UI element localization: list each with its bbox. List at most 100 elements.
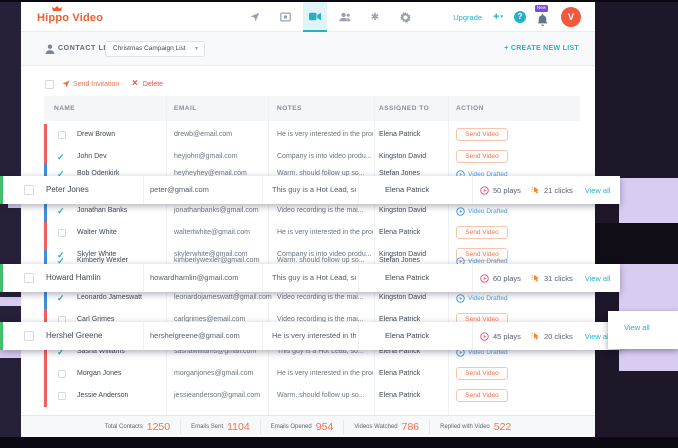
cursor-click-icon <box>531 274 540 283</box>
integrations-icon[interactable]: ✱ <box>370 11 380 23</box>
row-accent-strip <box>44 341 47 363</box>
send-video-button[interactable]: Send Video <box>456 367 508 380</box>
assigned-to: Elena Patrick <box>379 348 421 355</box>
row-checkbox[interactable] <box>58 370 66 378</box>
add-new-button[interactable]: + <box>493 12 503 23</box>
row-checkbox[interactable] <box>58 131 66 139</box>
row-checkbox[interactable] <box>24 273 34 283</box>
contact-name: Morgan Jones <box>77 370 122 377</box>
contact-email: heyjohn@gmail.com <box>174 153 238 160</box>
delete-button[interactable]: Delete <box>132 76 163 92</box>
column-header-name: NAME <box>54 105 76 112</box>
view-all-popout: View all <box>608 311 678 349</box>
contact-email: heyheyhey@email.com <box>174 170 247 177</box>
view-all-link[interactable]: View all <box>584 185 611 195</box>
table-row: Drew Brown drewb@email.com He is very inte… <box>44 124 580 146</box>
column-header-action: ACTION <box>456 105 484 112</box>
assigned-to: Stefan Jones <box>379 257 420 264</box>
column-divider <box>143 264 144 292</box>
row-accent-strip <box>44 163 47 185</box>
row-accent-strip <box>0 264 3 292</box>
row-checkbox[interactable] <box>58 229 66 237</box>
contact-notes: This guy is a Hot Lead, so... <box>272 273 356 282</box>
row-stats: 45 plays 20 clicks View all <box>474 322 620 350</box>
contact-notes: He is very interested in the prod... <box>272 331 356 340</box>
assigned-to: Elena Patrick <box>385 331 430 340</box>
assigned-to: Kingston David <box>379 153 427 160</box>
contact-name: Jonathan Banks <box>77 207 128 214</box>
send-video-button[interactable]: Send Video <box>456 128 508 141</box>
view-all-link[interactable]: View all <box>584 331 611 341</box>
paper-plane-icon <box>62 80 70 88</box>
contact-notes: Warm..should follow up so... <box>277 392 365 399</box>
video-drafted-status[interactable]: Video Drafted <box>456 200 508 222</box>
plays-count: 45 plays <box>493 331 521 341</box>
logo-crown-icon <box>52 6 62 11</box>
select-all-checkbox[interactable] <box>45 80 54 89</box>
contact-name: Leonardo Jameswatt <box>77 294 142 301</box>
send-video-button[interactable]: Send Video <box>456 389 508 402</box>
contact-notes: Warm. should follow up so... <box>277 170 365 177</box>
summary-stats-bar: Total Contacts 1250 Emails Sent 1104 Emails … <box>21 415 595 437</box>
row-checkbox[interactable] <box>24 185 34 195</box>
campaign-list-dropdown[interactable]: Christmas Campaign List <box>105 41 205 57</box>
column-header-notes: NOTES <box>277 105 302 112</box>
help-icon[interactable]: ? <box>514 11 526 23</box>
column-divider <box>268 96 269 415</box>
contact-notes: This guy is a Hot Lead, so... <box>277 348 364 355</box>
contact-email: peter@gmail.com <box>150 185 209 194</box>
highlight-patch <box>619 349 678 371</box>
row-checkbox[interactable] <box>58 392 66 400</box>
row-accent-strip <box>44 222 47 244</box>
column-divider <box>472 264 473 292</box>
send-video-button[interactable]: Send Video <box>456 150 508 163</box>
table-header-row: NAME EMAIL NOTES ASSIGNED TO ACTION <box>44 96 580 121</box>
contact-name: Howard Hamlin <box>46 273 101 282</box>
row-checkbox[interactable] <box>24 331 34 341</box>
contacts-icon[interactable] <box>333 2 357 32</box>
column-divider <box>448 96 449 415</box>
send-invitation-button[interactable]: Send Invitation <box>62 76 119 92</box>
video-drafted-status[interactable]: Video Drafted <box>456 287 508 309</box>
new-badge: New <box>535 5 549 12</box>
send-video-button[interactable]: Send Video <box>456 226 508 239</box>
contact-email: leonardojameswatt@gmail.com <box>174 294 272 301</box>
contact-notes: Video recording is the mai... <box>277 316 364 323</box>
contact-name: Drew Brown <box>77 131 116 138</box>
column-divider <box>358 176 359 204</box>
contact-list-label: CONTACT LIST <box>58 45 117 52</box>
magnified-table-row: Howard Hamlin howardhamlin@gmail.com This … <box>0 264 620 292</box>
assigned-to: Elena Patrick <box>379 392 421 399</box>
send-video-button[interactable]: Send Video <box>456 248 508 261</box>
user-avatar[interactable]: V <box>561 7 581 27</box>
contact-notes: He is very interested in the prod... <box>277 229 373 236</box>
column-divider <box>262 322 263 350</box>
assigned-to: Elena Patrick <box>385 273 430 282</box>
assigned-to: Elena Patrick <box>379 131 421 138</box>
settings-icon[interactable] <box>393 2 417 32</box>
magnified-table-row: Hershel Greene hershelgreene@gmail.com He … <box>0 322 620 350</box>
row-stats: 60 plays 31 clicks View all <box>474 264 620 292</box>
cursor-click-icon <box>531 186 540 195</box>
assigned-to: Elena Patrick <box>379 316 421 323</box>
notifications-bell-icon[interactable]: New <box>535 5 550 26</box>
view-all-link[interactable]: View all <box>624 323 650 332</box>
contact-email: drewb@email.com <box>174 131 233 138</box>
contact-email: kimberlywexler@gmail.com <box>174 257 260 264</box>
column-divider <box>143 176 144 204</box>
stat-total-contacts: Total Contacts 1250 <box>95 419 182 434</box>
upgrade-link[interactable]: Upgrade <box>453 12 483 22</box>
send-icon[interactable] <box>243 2 267 32</box>
contact-name: Peter Jones <box>46 185 89 194</box>
column-divider <box>358 264 359 292</box>
video-camera-icon[interactable] <box>303 2 327 32</box>
display-icon[interactable] <box>273 2 297 32</box>
background-dark-band <box>595 223 678 264</box>
column-divider <box>262 264 263 292</box>
assigned-to: Kingston David <box>379 251 427 258</box>
create-new-list-button[interactable]: + CREATE NEW LIST <box>504 45 579 52</box>
view-all-link[interactable]: View all <box>584 273 611 283</box>
contact-notes: Video recording is the mai... <box>277 294 364 301</box>
contact-email: jonathanbanks@gmail.com <box>174 207 259 214</box>
contact-notes: Warm. should follow up so... <box>277 257 365 264</box>
